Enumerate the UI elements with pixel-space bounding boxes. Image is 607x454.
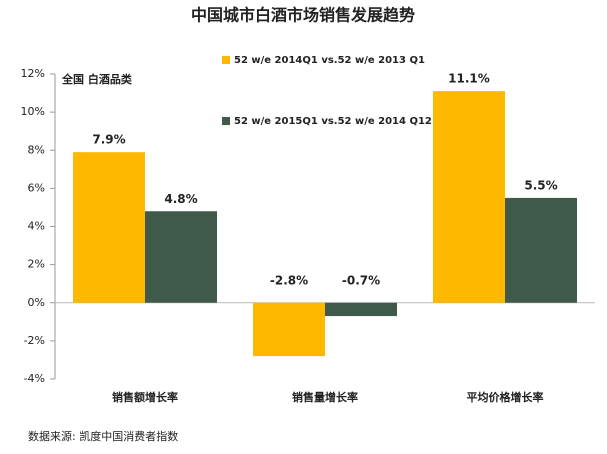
chart-title: 中国城市白酒市场销售发展趋势 xyxy=(191,6,415,25)
source-note: 数据来源: 凯度中国消费者指数 xyxy=(28,429,178,443)
y-tick-label: 12% xyxy=(21,67,45,80)
y-tick-label: 4% xyxy=(28,220,45,233)
x-tick-label: 销售量增长率 xyxy=(292,390,358,404)
legend-label: 52 w/e 2015Q1 vs.52 w/e 2014 Q12 xyxy=(234,116,432,127)
bar xyxy=(253,302,325,357)
legend-swatch xyxy=(222,56,230,64)
legend-swatch xyxy=(222,117,230,125)
x-tick-label: 平均价格增长率 xyxy=(467,390,544,404)
bar xyxy=(433,91,505,303)
data-label: 4.8% xyxy=(164,192,197,206)
data-label: 5.5% xyxy=(524,178,557,192)
bar xyxy=(325,302,397,317)
y-tick-label: 2% xyxy=(28,258,45,271)
y-tick-label: 6% xyxy=(28,181,45,194)
y-tick-label: 0% xyxy=(28,296,45,309)
bar xyxy=(145,211,217,303)
y-tick-label: -4% xyxy=(24,372,45,385)
y-tick-label: 8% xyxy=(28,143,45,156)
data-label: -2.8% xyxy=(270,273,308,287)
y-tick-label: 10% xyxy=(21,105,45,118)
bar xyxy=(505,197,577,303)
bar xyxy=(73,152,145,303)
x-tick-label: 销售额增长率 xyxy=(112,390,178,404)
data-label: 11.1% xyxy=(448,72,490,86)
data-label: 7.9% xyxy=(92,133,125,147)
y-tick-label: -2% xyxy=(24,334,45,347)
annotation: 全国 白酒品类 xyxy=(61,72,133,86)
legend-label: 52 w/e 2014Q1 vs.52 w/e 2013 Q1 xyxy=(234,55,425,66)
data-label: -0.7% xyxy=(342,273,380,287)
